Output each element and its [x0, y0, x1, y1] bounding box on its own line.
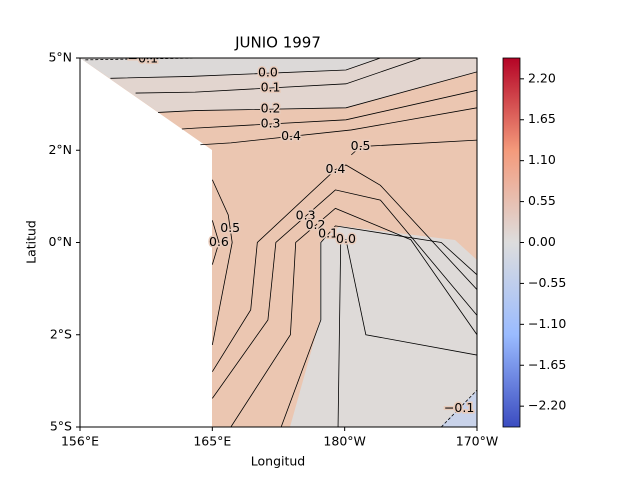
colorbar-tick-label: 0.00 — [528, 234, 556, 249]
contour-label: 0.1 — [318, 226, 338, 241]
contour-label: 0.0 — [336, 231, 356, 246]
contour-line — [135, 58, 422, 94]
contour-label: 0.0 — [258, 65, 278, 80]
colorbar-tick-label: −0.55 — [528, 275, 566, 290]
colorbar-tick-label: −1.65 — [528, 357, 566, 372]
field-fill — [440, 390, 477, 427]
contour-line — [212, 189, 477, 399]
y-axis-label: Latitud — [24, 220, 39, 264]
contour-label: 0.5 — [220, 220, 240, 235]
field — [80, 58, 477, 427]
contour-line — [181, 89, 477, 130]
contour-label: 0.3 — [261, 115, 281, 130]
contour-label: 0.2 — [306, 217, 326, 232]
x-tick-label: 156°E — [61, 434, 99, 449]
contour-label: 0.1 — [261, 79, 281, 94]
x-tick-label: 165°E — [193, 434, 231, 449]
colorbar-tick-label: −2.20 — [528, 398, 566, 413]
x-tick-label: 180°W — [323, 434, 365, 449]
y-tick-label: 5°N — [48, 50, 72, 65]
y-tick-label: 5°S — [50, 419, 72, 434]
contour-line — [211, 220, 220, 265]
contour-line — [158, 71, 477, 113]
contour-label: 0.4 — [281, 128, 301, 143]
field-fill — [80, 58, 380, 78]
y-tick-label: 2°N — [48, 142, 72, 157]
contour-line — [351, 139, 477, 156]
colorbar-tick-label: 1.65 — [528, 111, 556, 126]
x-tick-label: 170°W — [456, 434, 498, 449]
colorbar-tick-label: 2.20 — [528, 70, 556, 85]
contour-label: 0.6 — [209, 234, 229, 249]
contour-line — [200, 107, 477, 146]
colorbar-tick-label: 0.55 — [528, 193, 556, 208]
contour-line — [211, 164, 477, 372]
contour-label: −0.1 — [128, 50, 158, 65]
y-tick-label: 2°S — [50, 326, 72, 341]
contour-line — [230, 207, 477, 427]
contour-label: −0.1 — [444, 400, 474, 415]
colorbar-tick-label: −1.10 — [528, 316, 566, 331]
contour-label: 0.5 — [351, 138, 371, 153]
contour-line — [280, 225, 477, 427]
contour-label: 0.4 — [325, 161, 345, 176]
contour-line — [110, 58, 381, 79]
contour-line — [440, 389, 477, 427]
contours: −0.10.00.10.20.30.40.50.40.30.20.10.00.5… — [85, 50, 477, 427]
x-axis-label: Longitud — [251, 454, 305, 469]
y-tick-label: 0°N — [48, 234, 72, 249]
colorbar-tick-label: 1.10 — [528, 152, 556, 167]
contour-line — [211, 179, 233, 345]
field-fill — [290, 226, 477, 427]
contour-label: 0.3 — [296, 208, 316, 223]
chart-title: JUNIO 1997 — [234, 34, 321, 52]
colorbar — [502, 57, 521, 428]
contour-label: 0.2 — [261, 101, 281, 116]
contour-line — [337, 239, 477, 427]
